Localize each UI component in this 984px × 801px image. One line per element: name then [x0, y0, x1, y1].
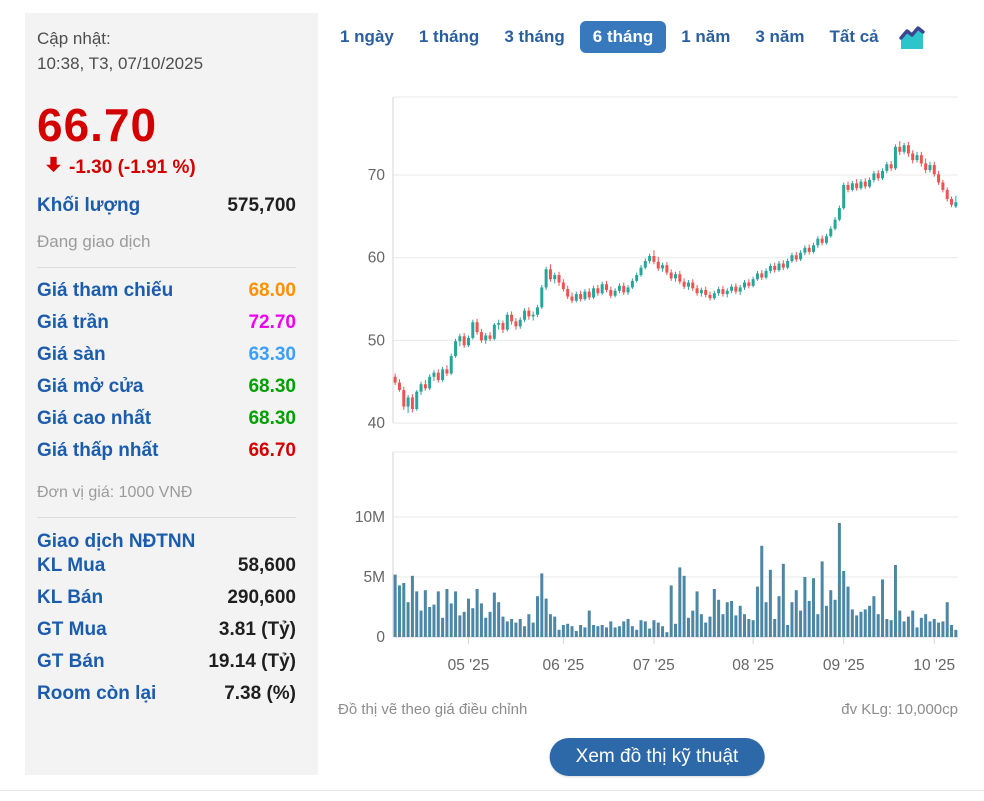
svg-text:09 '25: 09 '25 [823, 657, 865, 674]
last-price: 66.70 [37, 99, 158, 152]
svg-text:70: 70 [368, 167, 386, 184]
tab-tat-ca[interactable]: Tất cả [829, 27, 879, 46]
foreign-sell-volume-value: 290,600 [227, 587, 296, 609]
timeframe-tabs: 1 ngày 1 tháng 3 tháng 6 tháng 1 năm 3 n… [330, 21, 926, 53]
row-floor-price: Giá sàn 63.30 [37, 344, 296, 366]
row-high-price: Giá cao nhất 68.30 [37, 408, 296, 430]
row-foreign-buy-volume: KL Mua 58,600 [37, 555, 296, 577]
row-ceiling-price: Giá trần 72.70 [37, 312, 296, 334]
row-foreign-sell-volume: KL Bán 290,600 [37, 587, 296, 609]
foreign-buy-value-value: 3.81 (Tỷ) [218, 619, 296, 641]
row-reference-price: Giá tham chiếu 68.00 [37, 280, 296, 302]
svg-text:10M: 10M [355, 509, 385, 526]
foreign-room-left-value: 7.38 (%) [224, 683, 296, 705]
ceiling-price-value: 72.70 [248, 312, 296, 334]
price-unit-note: Đơn vị giá: 1000 VNĐ [37, 484, 193, 502]
row-low-price: Giá thấp nhất 66.70 [37, 440, 296, 462]
open-price-value: 68.30 [248, 376, 296, 398]
svg-text:05 '25: 05 '25 [448, 657, 490, 674]
foreign-buy-volume-value: 58,600 [237, 555, 296, 577]
svg-text:06 '25: 06 '25 [542, 657, 584, 674]
reference-price-value: 68.00 [248, 280, 296, 302]
area-chart-icon[interactable] [898, 23, 926, 51]
foreign-trading-header: Giao dịch NĐTNN [37, 531, 196, 553]
svg-text:07 '25: 07 '25 [633, 657, 675, 674]
bottom-divider [0, 790, 984, 791]
row-foreign-buy-value: GT Mua 3.81 (Tỷ) [37, 619, 296, 641]
foreign-sell-value-value: 19.14 (Tỷ) [208, 651, 296, 673]
svg-text:10 '25: 10 '25 [913, 657, 955, 674]
row-open-price: Giá mở cửa 68.30 [37, 376, 296, 398]
adjusted-price-note: Đồ thị vẽ theo giá điều chỉnh [338, 701, 528, 718]
svg-text:0: 0 [376, 629, 385, 646]
volume-label: Khối lượng [37, 195, 141, 217]
floor-price-value: 63.30 [248, 344, 296, 366]
volume-unit-note: đv KLg: 10,000cp [841, 701, 958, 718]
tab-6-thang[interactable]: 6 tháng [579, 21, 667, 53]
quote-sidebar: Cập nhật: 10:38, T3, 07/10/2025 66.70 -1… [25, 13, 318, 775]
tab-3-thang[interactable]: 3 tháng [504, 27, 565, 46]
row-foreign-sell-value: GT Bán 19.14 (Tỷ) [37, 651, 296, 673]
low-price-value: 66.70 [248, 440, 296, 462]
view-technical-chart-button[interactable]: Xem đồ thị kỹ thuật [549, 738, 765, 776]
svg-text:40: 40 [368, 415, 386, 432]
arrow-down-icon [45, 156, 62, 179]
update-label: Cập nhật: [37, 29, 111, 48]
divider [37, 517, 296, 519]
svg-text:5M: 5M [363, 569, 385, 586]
price-volume-chart: 70 60 50 40 10M 5M 0 05 '25 06 '25 07 '25 08 '25 09… [355, 96, 958, 674]
chart-panel: 1 ngày 1 tháng 3 tháng 6 tháng 1 năm 3 n… [330, 0, 984, 801]
trading-status: Đang giao dịch [37, 232, 151, 252]
svg-text:50: 50 [368, 332, 386, 349]
tab-1-ngay[interactable]: 1 ngày [340, 27, 394, 46]
row-foreign-room-left: Room còn lại 7.38 (%) [37, 683, 296, 705]
chart-notes: Đồ thị vẽ theo giá điều chỉnh đv KLg: 10… [330, 701, 984, 718]
foreign-trading-rows: KL Mua 58,600 KL Bán 290,600 GT Mua 3.81… [37, 555, 296, 715]
volume-value: 575,700 [227, 195, 296, 217]
divider [37, 267, 296, 269]
update-time: 10:38, T3, 07/10/2025 [37, 53, 204, 73]
svg-text:08 '25: 08 '25 [732, 657, 774, 674]
tab-1-nam[interactable]: 1 năm [681, 27, 731, 46]
price-info-rows: Giá tham chiếu 68.00 Giá trần 72.70 Giá … [37, 280, 296, 472]
price-change: -1.30 (-1.91 %) [69, 156, 196, 178]
tab-1-thang[interactable]: 1 tháng [418, 27, 480, 46]
high-price-value: 68.30 [248, 408, 296, 430]
svg-text:60: 60 [368, 250, 386, 267]
tab-3-nam[interactable]: 3 năm [755, 27, 805, 46]
